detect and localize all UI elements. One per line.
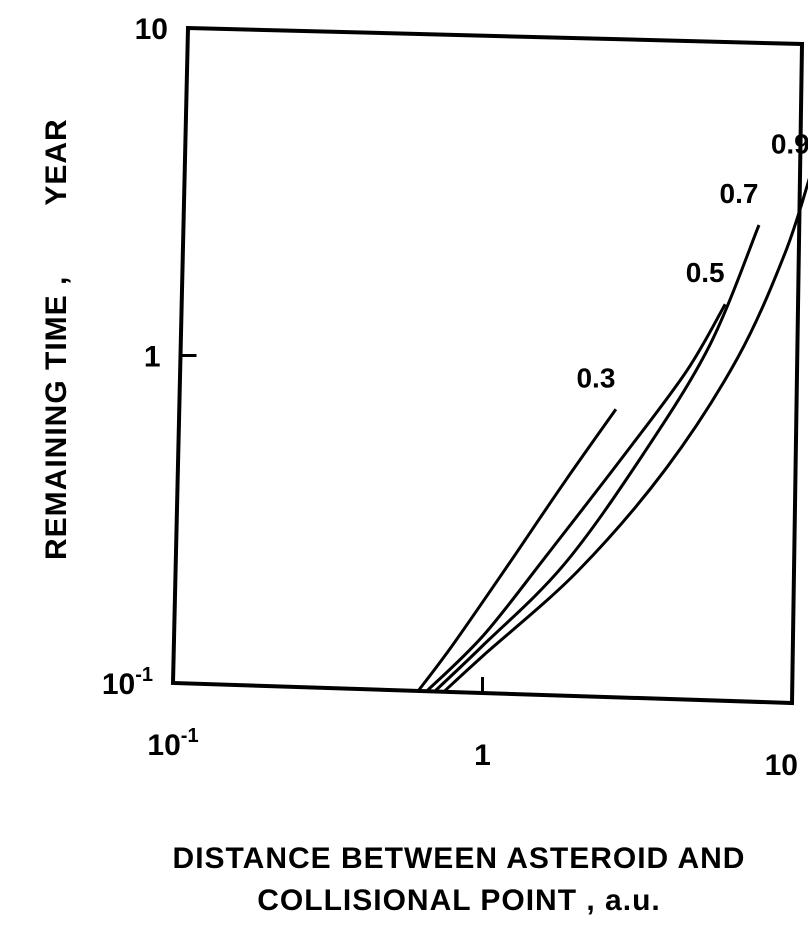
curve-label-0-3: 0.3 xyxy=(576,362,615,393)
curve-0-3 xyxy=(417,408,618,692)
x-axis-title-line1: DISTANCE BETWEEN ASTEROID AND xyxy=(172,842,746,875)
curve-0-5 xyxy=(425,303,727,693)
plot-frame xyxy=(170,25,805,706)
curve-label-0-7: 0.7 xyxy=(720,178,759,209)
y-axis-title: REMAINING TIME , YEAR xyxy=(40,118,74,560)
tick-labels: 10-1 1 10 10-1 1 10 xyxy=(102,13,798,782)
y-tick-label: 1 xyxy=(144,341,161,374)
x-tick-label: 10 xyxy=(765,749,798,782)
curve-0-7 xyxy=(433,224,761,693)
x-axis-title: DISTANCE BETWEEN ASTEROID AND COLLISIONA… xyxy=(0,838,808,922)
curve-label-0-9: 0.9 xyxy=(771,128,808,159)
x-tick-label: 1 xyxy=(474,739,491,772)
curves: 0.3 0.5 0.7 0.9 xyxy=(417,128,808,693)
tick-marks xyxy=(180,354,484,693)
y-axis-title-main: REMAINING TIME , xyxy=(40,275,73,560)
x-axis-title-line2: COLLISIONAL POINT , a.u. xyxy=(257,884,661,917)
y-tick-label: 10-1 xyxy=(102,664,153,701)
curve-0-9 xyxy=(442,177,808,693)
x-tick-label: 10-1 xyxy=(147,725,198,762)
y-axis-title-unit: YEAR xyxy=(40,118,73,206)
y-tick-label: 10 xyxy=(135,13,168,46)
curve-label-0-5: 0.5 xyxy=(686,257,725,288)
